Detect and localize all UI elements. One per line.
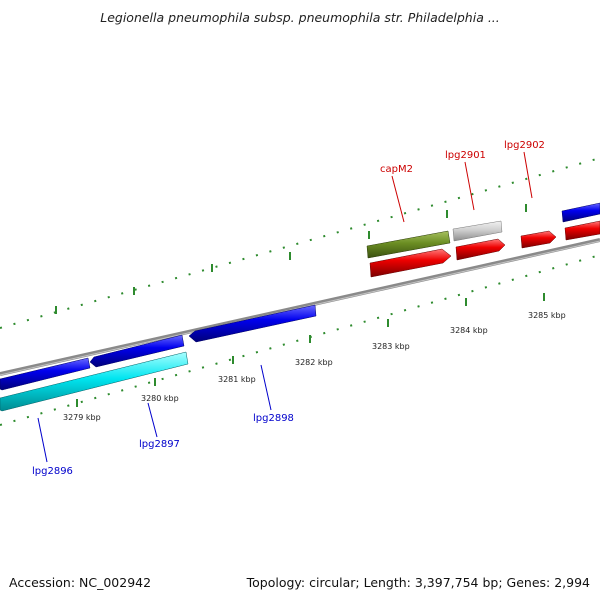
gene-lpg2896-arrow[interactable] [0,357,91,391]
scale-label-3280: 3280 kbp [141,394,179,403]
scale-label-3285: 3285 kbp [528,311,566,320]
gene-label-leaders [37,151,533,463]
genome-title: Legionella pneumophila subsp. pneumophil… [100,10,500,25]
scale-label-3282: 3282 kbp [295,358,333,367]
upper-major-ticks [55,204,527,314]
gene-red-arrow-2[interactable] [455,238,506,261]
gene-capM2-box[interactable] [366,230,451,259]
accession-label: Accession: NC_002942 [9,575,152,590]
scale-label-3283: 3283 kbp [372,342,410,351]
gene-label-lpg2896[interactable]: lpg2896 [32,466,73,477]
gene-label-lpg2898[interactable]: lpg2898 [253,413,294,424]
gene-cyan-highlight-arrow[interactable] [0,351,189,412]
scale-label-3279: 3279 kbp [63,413,101,422]
scale-label-3284: 3284 kbp [450,326,488,335]
gene-lpg2898-arrow[interactable] [188,304,317,343]
upper-tick-track [0,157,600,329]
genome-backbone [0,238,600,376]
genome-summary: Topology: circular; Length: 3,397,754 bp… [246,575,590,590]
gene-label-capM2[interactable]: capM2 [380,164,413,175]
gene-lpg2902-arrow[interactable] [520,230,557,249]
lower-major-ticks [76,293,545,407]
gene-red-arrow-1[interactable] [369,248,452,278]
scale-label-3281: 3281 kbp [218,375,256,384]
gene-label-lpg2897[interactable]: lpg2897 [139,439,180,450]
gene-lpg2897-arrow[interactable] [89,334,185,368]
gene-right-edge-blue-arrow[interactable] [561,202,600,223]
gene-label-lpg2901[interactable]: lpg2901 [445,150,486,161]
lower-tick-track [0,254,600,426]
gene-label-lpg2902[interactable]: lpg2902 [504,140,545,151]
gene-right-edge-red-arrow[interactable] [564,220,600,241]
gene-lpg2901-box[interactable] [452,220,503,242]
